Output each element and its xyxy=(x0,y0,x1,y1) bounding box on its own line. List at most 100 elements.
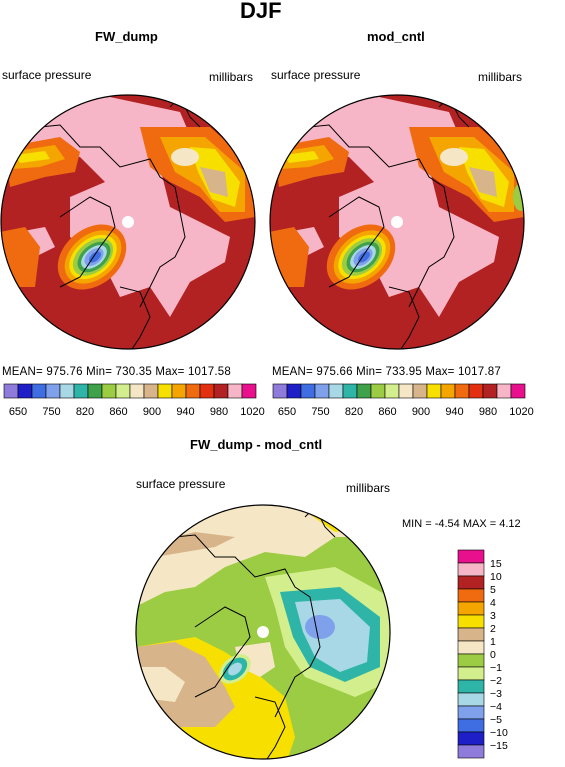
panel-left-units-label: millibars xyxy=(209,70,254,84)
colorbar-left-swatch xyxy=(45,383,61,399)
colorbar-left-swatch xyxy=(199,383,215,399)
colorbar-right-tick-label: 900 xyxy=(412,406,430,418)
colorbar-right-tick-label: 820 xyxy=(345,406,363,418)
colorbar-right-swatch xyxy=(356,383,372,399)
map-fw-dump xyxy=(0,94,256,350)
colorbar-right-swatch xyxy=(314,383,330,399)
colorbar-diff-swatch xyxy=(457,549,485,564)
colorbar-left-swatch xyxy=(73,383,89,399)
colorbar-diff-tick-label: 0 xyxy=(490,649,496,661)
panel-right-stats: MEAN= 975.66 Min= 733.95 Max= 1017.87 xyxy=(272,366,501,378)
colorbar-mod-cntl: 650 750 820 860 900 940 980 1020 xyxy=(272,383,534,418)
colorbar-left-tick-label: 750 xyxy=(42,406,60,418)
colorbar-diff-tick-label: 2 xyxy=(490,623,496,635)
colorbar-diff-tick-label: −1 xyxy=(490,662,502,674)
colorbar-right-swatch xyxy=(286,383,302,399)
panel-right-variable-label: surface pressure xyxy=(271,68,361,82)
colorbar-right-swatch xyxy=(426,383,442,399)
colorbar-right-swatch xyxy=(454,383,470,399)
colorbar-left-swatch xyxy=(59,383,75,399)
colorbar-right-tick-label: 860 xyxy=(378,406,396,418)
colorbar-left-tick-label: 820 xyxy=(76,406,94,418)
colorbar-right-swatch xyxy=(496,383,512,399)
colorbar-diff-swatch xyxy=(457,640,485,655)
colorbar-diff-swatch xyxy=(457,692,485,707)
colorbar-diff-swatch xyxy=(457,679,485,694)
colorbar-right-swatch xyxy=(300,383,316,399)
colorbar-left-swatch xyxy=(185,383,201,399)
colorbar-diff-swatch xyxy=(457,653,485,668)
colorbar-right-swatch xyxy=(384,383,400,399)
panel-right-units-label: millibars xyxy=(478,70,523,84)
colorbar-left-tick-label: 940 xyxy=(176,406,194,418)
diff-title: FW_dump - mod_cntl xyxy=(190,437,323,452)
colorbar-right-swatch xyxy=(342,383,358,399)
colorbar-left-tick-label: 650 xyxy=(9,406,27,418)
colorbar-diff-swatch xyxy=(457,601,485,616)
colorbar-right-swatch xyxy=(440,383,456,399)
colorbar-right-swatch xyxy=(272,383,288,399)
colorbar-left-swatch xyxy=(227,383,243,399)
colorbar-left-swatch xyxy=(115,383,131,399)
colorbar-diff-tick-label: −5 xyxy=(490,714,502,726)
colorbar-right-swatch xyxy=(370,383,386,399)
colorbar-diff-swatch xyxy=(457,627,485,642)
diff-variable-label: surface pressure xyxy=(136,477,226,491)
colorbar-diff-tick-label: −2 xyxy=(490,675,502,687)
colorbar-left-swatch xyxy=(143,383,159,399)
colorbar-right-swatch xyxy=(328,383,344,399)
colorbar-right-swatch xyxy=(398,383,414,399)
colorbar-left-swatch xyxy=(157,383,173,399)
colorbar-right-tick-label: 980 xyxy=(479,406,497,418)
colorbar-right-tick-label: 1020 xyxy=(509,406,533,418)
colorbar-left-swatch xyxy=(31,383,47,399)
colorbar-right-tick-label: 750 xyxy=(311,406,329,418)
diff-units-label: millibars xyxy=(346,481,391,495)
colorbar-diff-swatch xyxy=(457,705,485,720)
colorbar-left-swatch xyxy=(171,383,187,399)
colorbar-left-tick-label: 900 xyxy=(143,406,161,418)
colorbar-diff-swatch xyxy=(457,744,485,759)
colorbar-right-swatch xyxy=(412,383,428,399)
colorbar-diff-swatch xyxy=(457,575,485,590)
colorbar-diff-tick-label: −3 xyxy=(490,688,502,700)
colorbar-left-tick-label: 1020 xyxy=(240,406,264,418)
colorbar-diff-tick-label: 10 xyxy=(490,571,502,583)
diff-minmax: MIN = -4.54 MAX = 4.12 xyxy=(402,518,521,530)
panel-left-stats: MEAN= 975.76 Min= 730.35 Max= 1017.58 xyxy=(2,366,231,378)
map-difference xyxy=(135,504,391,760)
panel-right-title: mod_cntl xyxy=(367,29,425,44)
colorbar-diff-swatch xyxy=(457,588,485,603)
colorbar-left-swatch xyxy=(213,383,229,399)
colorbar-diff-tick-label: 4 xyxy=(490,597,496,609)
colorbar-left-swatch xyxy=(3,383,19,399)
colorbar-diff-swatch xyxy=(457,718,485,733)
colorbar-diff-swatch xyxy=(457,562,485,577)
colorbar-right-swatch xyxy=(510,383,526,399)
panel-left-title: FW_dump xyxy=(95,29,158,44)
colorbar-left-tick-label: 860 xyxy=(109,406,127,418)
colorbar-diff-tick-label: −15 xyxy=(490,740,508,752)
colorbar-diff-tick-label: 1 xyxy=(490,636,496,648)
map-mod-cntl xyxy=(269,94,525,350)
colorbar-diff-swatch xyxy=(457,731,485,746)
colorbar-left-tick-label: 980 xyxy=(210,406,228,418)
panel-left-variable-label: surface pressure xyxy=(2,68,92,82)
colorbar-left-swatch xyxy=(129,383,145,399)
colorbar-right-swatch xyxy=(482,383,498,399)
colorbar-right-swatch xyxy=(468,383,484,399)
colorbar-diff-swatch xyxy=(457,614,485,629)
colorbar-diff-tick-label: 15 xyxy=(490,558,502,570)
colorbar-right-tick-label: 940 xyxy=(445,406,463,418)
colorbar-left-swatch xyxy=(241,383,257,399)
colorbar-right-tick-label: 650 xyxy=(278,406,296,418)
colorbar-diff-tick-label: −4 xyxy=(490,701,502,713)
colorbar-left-swatch xyxy=(101,383,117,399)
colorbar-diff-swatch xyxy=(457,666,485,681)
colorbar-fw-dump: 650 750 820 860 900 940 980 1020 xyxy=(3,383,265,418)
colorbar-diff-tick-label: −10 xyxy=(490,727,508,739)
colorbar-diff-tick-label: 3 xyxy=(490,610,496,622)
colorbar-left-swatch xyxy=(17,383,33,399)
colorbar-diff-tick-label: 5 xyxy=(490,584,496,596)
